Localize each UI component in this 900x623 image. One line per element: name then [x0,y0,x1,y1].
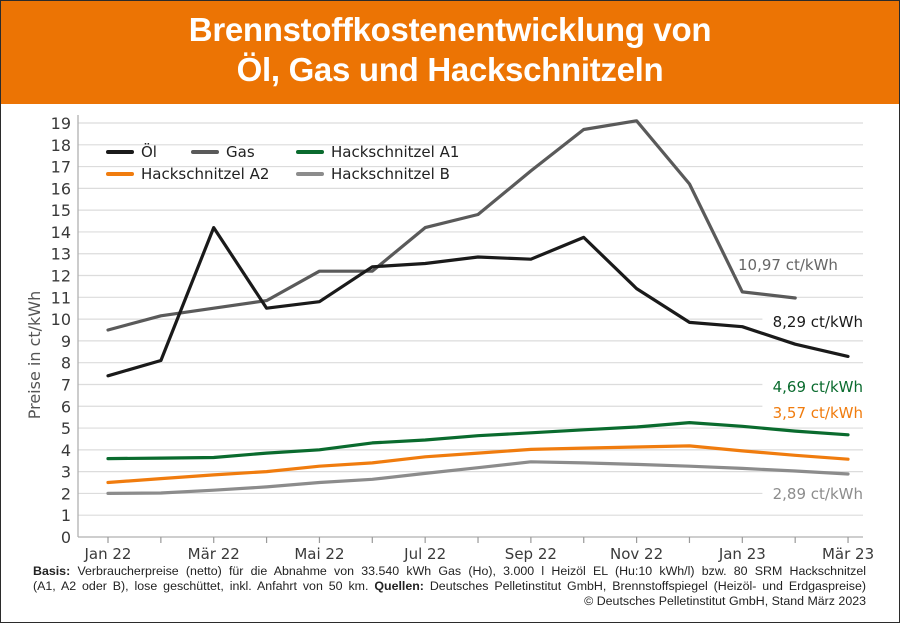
end-label-bg-gas [735,255,845,274]
axes [77,115,863,538]
sources-label: Quellen: [374,579,424,594]
y-tick-label: 12 [51,267,71,286]
legend-item-gas: Gas [191,143,255,161]
copyright: © Deutsches Pelletinstitut GmbH, Stand M… [584,594,866,609]
series-line-a1 [106,421,850,461]
end-label-b: 2,89 ct/kWh [773,485,863,503]
y-tick-label: 14 [51,223,71,242]
end-label-a1: 4,69 ct/kWh [773,378,863,396]
series-lines [106,119,850,495]
y-tick-label: 19 [51,114,71,133]
end-label-a2: 3,57 ct/kWh [773,404,863,422]
basis-text: Verbraucherpreise (netto) für die Abnahm… [70,564,866,578]
grid [78,122,863,516]
y-tick-label: 11 [51,288,71,307]
x-tick-label: Jan 23 [718,545,766,563]
y-tick-label: 0 [61,528,71,547]
footer-notes: Basis: Verbraucherpreise (netto) für die… [33,564,866,610]
series-line-gas [106,119,797,332]
footer-basis-line: Basis: Verbraucherpreise (netto) für die… [33,564,866,579]
x-tick-label: Jul 22 [403,545,446,563]
footer-sources-line: (A1, A2 oder B), lose geschüttet, inkl. … [33,579,866,594]
x-tick-label: Sep 22 [505,545,557,563]
y-tick-label: 4 [61,441,71,460]
x-tick-label: Mär 23 [822,545,874,563]
basis-text-cont: (A1, A2 oder B), lose geschüttet, inkl. … [33,579,375,594]
y-tick-label: 13 [51,245,71,264]
legend-label-a1: Hackschnitzel A1 [331,143,459,161]
end-label-bg-oel [762,312,863,331]
legend-item-b: Hackschnitzel B [296,165,450,183]
y-tick-label: 18 [51,136,71,155]
legend-item-a2: Hackschnitzel A2 [106,165,269,183]
x-tick-label: Jan 22 [84,545,132,563]
y-tick-label: 15 [51,201,71,220]
end-label-bg-a1 [762,377,863,396]
legend-label-oel: Öl [141,142,157,161]
y-tick-label: 16 [51,179,71,198]
end-label-bg-a2 [762,403,863,422]
y-tick-label: 8 [61,354,71,373]
chart-title-line-1: Brennstoffkostenentwicklung von [188,11,712,48]
series-line-a2 [106,444,850,485]
series-line-b [106,460,850,495]
legend-label-gas: Gas [226,143,255,161]
sources-text: Deutsches Pelletinstitut GmbH, Brennstof… [423,579,866,594]
y-axis-title: Preise in ct/kWh [25,291,44,420]
end-label-oel: 8,29 ct/kWh [773,313,863,331]
y-tick-label: 10 [51,310,71,329]
y-tick-label: 5 [61,419,71,438]
x-tick-label: Mär 22 [188,545,240,563]
y-tick-label: 17 [51,158,71,177]
y-tick-label: 3 [61,463,71,482]
legend: Öl Gas Hackschnitzel A1 Hackschnitzel A2 Hac… [106,142,459,183]
series-line-oel [106,225,850,378]
x-tick-label: Nov 22 [610,545,663,563]
y-tick-label: 2 [61,484,71,503]
legend-item-oel: Öl [106,142,157,161]
chart-title-line-2: Öl, Gas und Hackschnitzeln [236,51,664,88]
basis-label: Basis: [33,564,71,578]
y-tick-label: 9 [61,332,71,351]
y-tick-label: 6 [61,397,71,416]
end-value-labels: 8,29 ct/kWh 10,97 ct/kWh 4,69 ct/kWh 3,57 c… [735,255,863,503]
end-label-bg-b [762,484,863,503]
y-tick-label: 1 [61,506,71,525]
title-banner: Brennstoffkostenentwicklung von Öl, Gas … [1,1,899,104]
x-tick-label: Mai 22 [294,545,344,563]
legend-label-b: Hackschnitzel B [331,165,450,183]
end-label-gas: 10,97 ct/kWh [738,256,838,274]
y-tick-label: 7 [61,375,71,394]
legend-label-a2: Hackschnitzel A2 [141,165,269,183]
legend-item-a1: Hackschnitzel A1 [296,143,459,161]
x-axis-ticks: Jan 22 Mär 22 Mai 22 Jul 22 Sep 22 Nov 22 Jan … [84,537,874,563]
